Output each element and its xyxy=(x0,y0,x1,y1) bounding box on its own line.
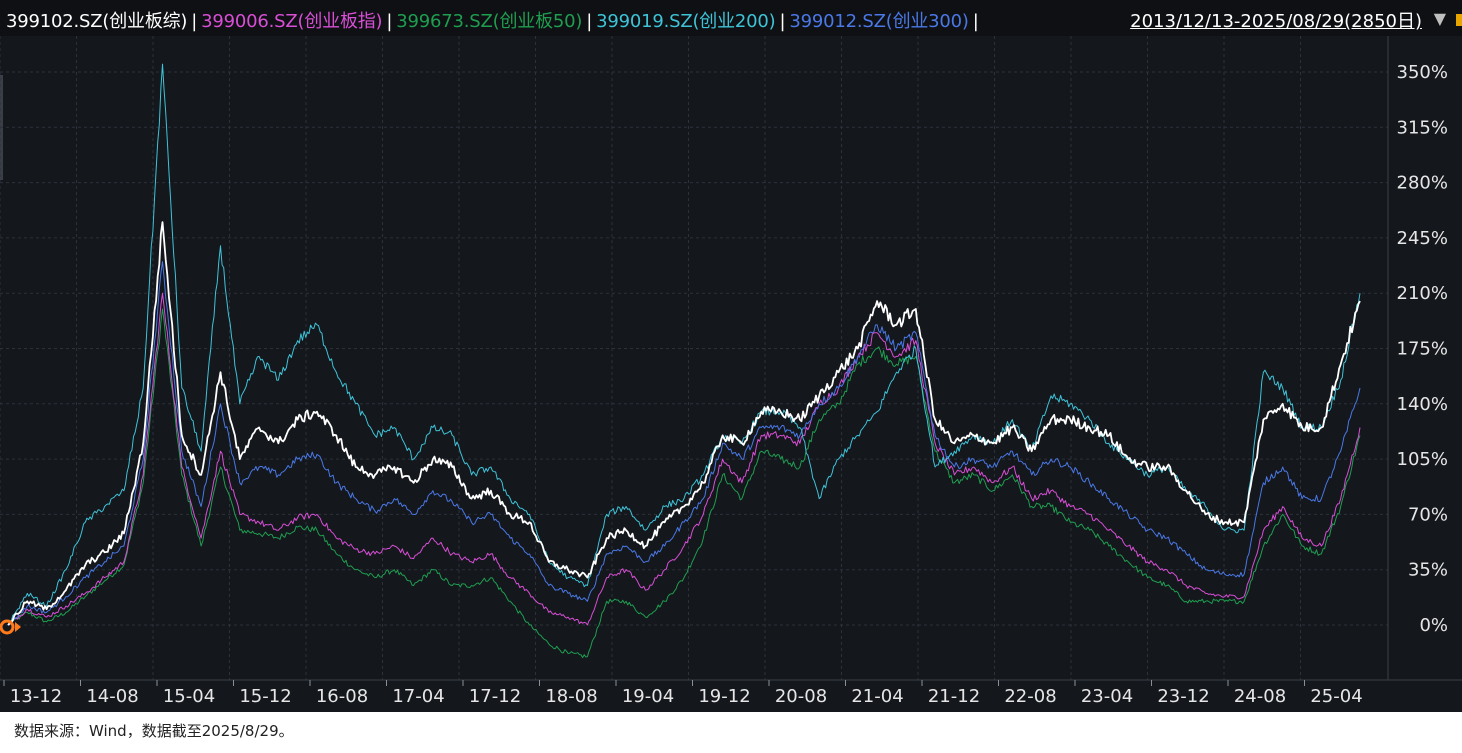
series-line-2 xyxy=(7,308,1361,659)
x-tick-label: 15-12 xyxy=(239,686,291,707)
y-tick-label: 210% xyxy=(1397,283,1448,304)
legend-separator: | xyxy=(586,11,593,32)
y-tick-label: 245% xyxy=(1397,228,1448,249)
y-tick-label: 105% xyxy=(1397,449,1448,470)
x-tick-label: 14-08 xyxy=(86,686,138,707)
x-tick-label: 17-04 xyxy=(392,686,444,707)
x-tick-label: 19-04 xyxy=(622,686,674,707)
legend-series-2[interactable]: 399673.SZ(创业板50) xyxy=(396,11,583,32)
x-tick-label: 21-12 xyxy=(928,686,980,707)
legend-series-1[interactable]: 399006.SZ(创业板指) xyxy=(201,11,383,32)
y-tick-label: 0% xyxy=(1419,615,1448,636)
y-tick-label: 35% xyxy=(1408,560,1448,581)
y-tick-label: 315% xyxy=(1397,117,1448,138)
legend-separator: | xyxy=(779,11,786,32)
y-tick-label: 140% xyxy=(1397,394,1448,415)
series-line-3 xyxy=(7,63,1361,626)
x-tick-label: 25-04 xyxy=(1310,686,1362,707)
chart-panel xyxy=(0,0,1462,712)
y-tick-label: 350% xyxy=(1397,62,1448,83)
caret-down-icon[interactable]: ▼ xyxy=(1433,9,1446,28)
x-tick-label: 24-08 xyxy=(1234,686,1286,707)
x-tick-label: 16-08 xyxy=(316,686,368,707)
source-note: 数据来源：Wind，数据截至2025/8/29。 xyxy=(14,722,294,740)
legend-separator: | xyxy=(972,11,979,32)
legend-series-3[interactable]: 399019.SZ(创业200) xyxy=(596,11,776,32)
legend-separator: | xyxy=(386,11,393,32)
series-line-0 xyxy=(7,221,1361,626)
x-tick-label: 19-12 xyxy=(698,686,750,707)
start-arrow-icon xyxy=(15,622,21,632)
legend-series-0[interactable]: 399102.SZ(创业板综) xyxy=(6,11,188,32)
legend-bar: 399102.SZ(创业板综) | 399006.SZ(创业板指) | 399673.S… xyxy=(0,0,1462,36)
legend-series-4[interactable]: 399012.SZ(创业300) xyxy=(789,11,969,32)
legend-separator: | xyxy=(191,11,198,32)
date-range-selector[interactable]: 2013/12/13-2025/08/29(2850日) xyxy=(1130,11,1422,32)
x-tick-label: 13-12 xyxy=(10,686,62,707)
y-tick-label: 70% xyxy=(1408,504,1448,525)
x-tick-label: 22-08 xyxy=(1004,686,1056,707)
x-tick-label: 23-12 xyxy=(1157,686,1209,707)
y-tick-label: 175% xyxy=(1397,339,1448,360)
x-tick-label: 21-04 xyxy=(851,686,903,707)
series-legend: 399102.SZ(创业板综) | 399006.SZ(创业板指) | 399673.S… xyxy=(6,7,983,33)
corner-marker xyxy=(1456,14,1462,26)
series-line-1 xyxy=(7,292,1361,626)
y-tick-label: 280% xyxy=(1397,173,1448,194)
x-tick-label: 15-04 xyxy=(163,686,215,707)
x-tick-label: 20-08 xyxy=(775,686,827,707)
start-marker-icon xyxy=(0,619,15,635)
x-tick-label: 18-08 xyxy=(545,686,597,707)
x-tick-label: 23-04 xyxy=(1081,686,1133,707)
series-line-4 xyxy=(7,261,1361,626)
x-tick-label: 17-12 xyxy=(469,686,521,707)
chart-plot: 0% 35% 70% 105% 140% 175% 210% 245% 280% 315% 350%… xyxy=(0,36,1462,707)
